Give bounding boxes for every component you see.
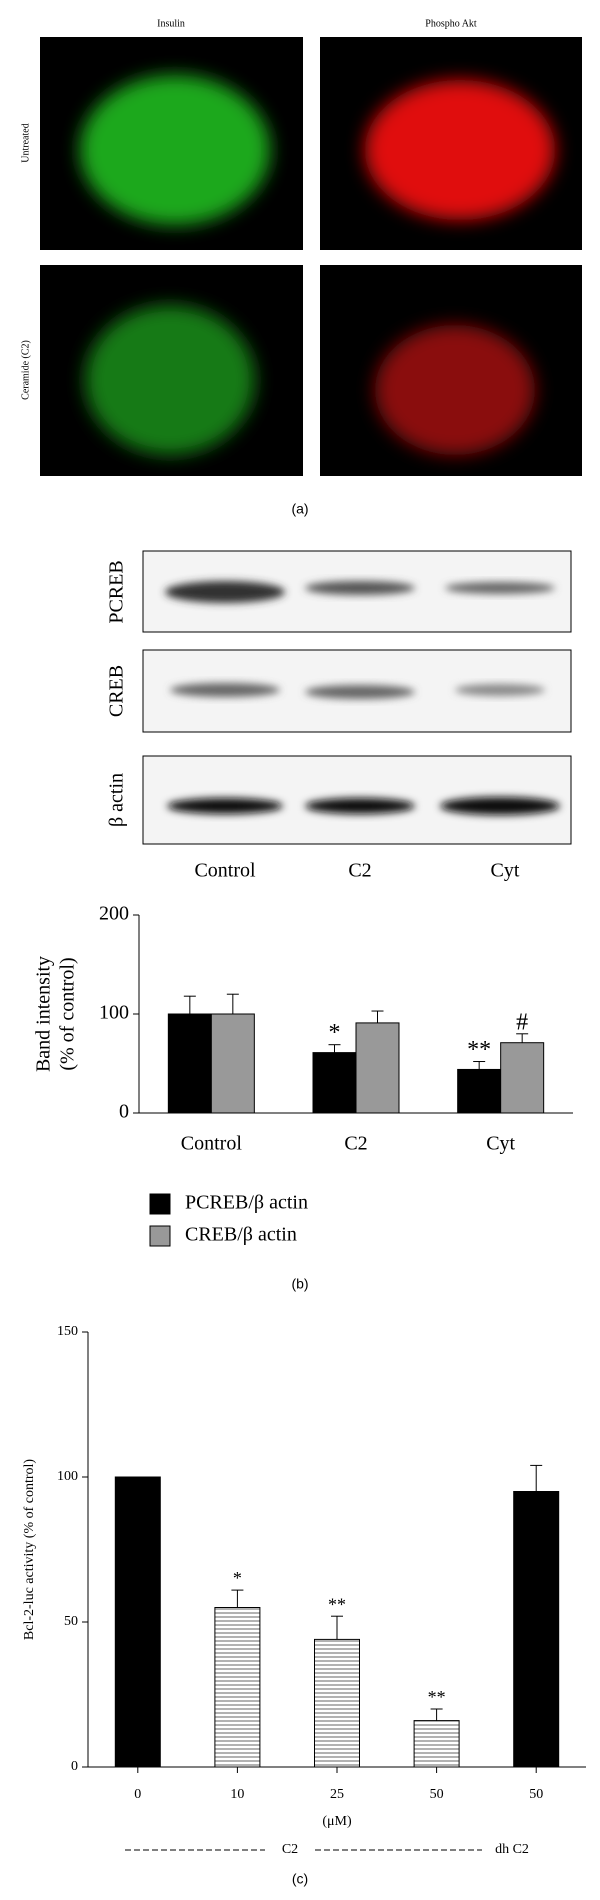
significance-label: **: [467, 1037, 491, 1063]
significance-label: **: [428, 1687, 446, 1707]
x-tick-label: 25: [330, 1787, 344, 1802]
bar: [167, 1013, 212, 1114]
y-tick-label: 0: [71, 1759, 78, 1774]
legend-swatch: [149, 1225, 171, 1247]
y-tick-label: 150: [57, 1324, 78, 1339]
x-tick-label: Control: [181, 1133, 243, 1155]
blot-label: PCREB: [106, 560, 128, 623]
group-label: dh C2: [495, 1842, 529, 1857]
significance-label: *: [329, 1020, 341, 1046]
panel-caption: (a): [291, 501, 308, 517]
significance-label: #: [516, 1009, 528, 1035]
cell-cluster: [375, 325, 535, 455]
y-tick-label: 200: [99, 903, 129, 925]
bar: [214, 1607, 261, 1768]
row-label: Ceramide (C2): [20, 340, 31, 400]
x-tick-label: 50: [430, 1787, 444, 1802]
y-tick-label: 100: [57, 1469, 78, 1484]
group-label: C2: [282, 1842, 298, 1857]
significance-label: **: [328, 1594, 346, 1614]
y-tick-label: 0: [119, 1101, 129, 1123]
bar: [513, 1491, 560, 1768]
significance-label: *: [233, 1568, 242, 1588]
x-tick-label: 0: [134, 1787, 141, 1802]
row-label: Untreated: [20, 123, 31, 162]
bar: [312, 1052, 357, 1114]
panel-caption: (c): [292, 1871, 308, 1887]
x-tick-label: C2: [344, 1133, 367, 1155]
cell-cluster: [85, 305, 255, 455]
y-axis-label: Bcl-2-luc activity (% of control): [22, 1459, 37, 1640]
x-tick-label: 50: [529, 1787, 543, 1802]
bar: [210, 1013, 255, 1114]
legend-label: CREB/β actin: [185, 1224, 297, 1246]
lane-label: C2: [348, 860, 371, 882]
bar: [314, 1638, 360, 1768]
blot: [142, 550, 572, 845]
panel-caption: (b): [291, 1276, 308, 1292]
column-label: Insulin: [157, 18, 185, 29]
blot-label: β actin: [106, 773, 128, 827]
y-axis-label: Band intensity: [33, 956, 55, 1072]
x-axis-label: (μM): [322, 1814, 352, 1829]
y-tick-label: 100: [99, 1002, 129, 1024]
bar: [114, 1476, 161, 1768]
legend-label: PCREB/β actin: [185, 1192, 308, 1214]
bar: [355, 1022, 400, 1114]
cell-cluster: [80, 75, 270, 225]
y-tick-label: 50: [64, 1614, 78, 1629]
x-tick-label: 10: [230, 1787, 244, 1802]
blot-label: CREB: [106, 665, 128, 717]
column-label: Phospho Akt: [425, 18, 477, 29]
bar: [500, 1042, 545, 1114]
y-axis-label: (% of control): [57, 957, 79, 1070]
x-tick-label: Cyt: [486, 1133, 515, 1155]
bar: [457, 1068, 502, 1114]
cell-cluster: [365, 80, 555, 220]
lane-label: Control: [194, 860, 256, 882]
bar: [413, 1720, 460, 1768]
legend-swatch: [149, 1193, 171, 1215]
lane-label: Cyt: [491, 860, 520, 882]
